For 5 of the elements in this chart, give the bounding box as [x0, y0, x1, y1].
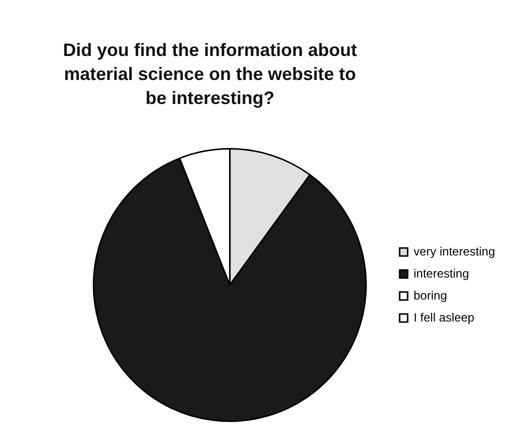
- chart-title: Did you find the information about material science on the website to be interesting?: [62, 39, 358, 110]
- legend-label: boring: [414, 288, 447, 302]
- legend-label: I fell asleep: [414, 310, 475, 324]
- legend-label: interesting: [414, 266, 470, 280]
- legend-label: very interesting: [414, 244, 496, 258]
